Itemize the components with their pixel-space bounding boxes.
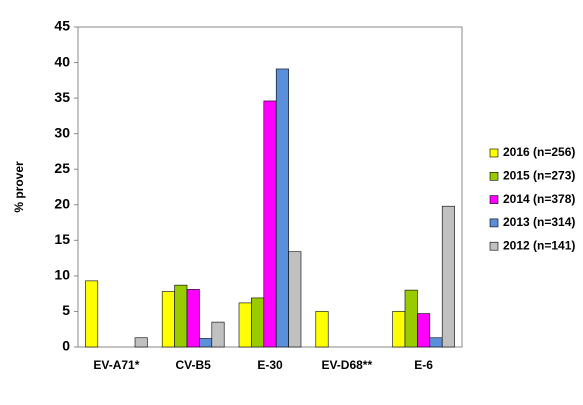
y-tick-label: 45	[54, 18, 70, 34]
legend-label: 2013 (n=314)	[503, 215, 575, 229]
bar	[85, 280, 99, 348]
y-tick-label: 20	[54, 195, 70, 211]
bar	[441, 205, 455, 348]
y-tick-label: 10	[54, 267, 70, 283]
y-tick-label: 15	[54, 231, 70, 247]
legend-swatch	[489, 218, 499, 228]
y-axis-label: % prover	[12, 161, 26, 213]
bar	[174, 284, 188, 348]
y-tick-label: 0	[62, 338, 70, 354]
legend-label: 2016 (n=256)	[503, 145, 575, 159]
y-tick-label: 5	[62, 302, 70, 318]
x-tick-label: E-30	[257, 358, 283, 372]
legend-label: 2012 (n=141)	[503, 238, 575, 252]
legend-label: 2014 (n=378)	[503, 192, 575, 206]
bar	[251, 297, 265, 348]
legend-swatch	[489, 195, 499, 204]
bar	[238, 302, 252, 348]
bar	[134, 337, 148, 348]
x-tick-label: EV-A71*	[93, 358, 139, 372]
y-tick-label: 40	[54, 53, 70, 69]
bar	[211, 321, 225, 348]
bar	[288, 251, 302, 348]
bar	[315, 311, 329, 348]
x-tick-label: E-6	[414, 358, 433, 372]
bar	[404, 289, 418, 348]
y-tick-label: 25	[54, 160, 70, 176]
x-tick-label: EV-D68**	[321, 358, 372, 372]
legend-swatch	[489, 172, 499, 181]
legend-label: 2015 (n=273)	[503, 168, 575, 182]
bar	[263, 100, 277, 348]
y-tick-label: 35	[54, 89, 70, 105]
legend-swatch	[489, 241, 499, 251]
bar	[392, 311, 406, 348]
bar	[429, 337, 443, 348]
bar	[186, 289, 200, 348]
x-tick-label: CV-B5	[176, 358, 212, 372]
bar	[161, 291, 175, 348]
bar	[199, 338, 213, 348]
legend-swatch	[489, 148, 499, 158]
bar	[275, 68, 289, 348]
bar	[417, 313, 431, 348]
y-tick-label: 30	[54, 124, 70, 140]
